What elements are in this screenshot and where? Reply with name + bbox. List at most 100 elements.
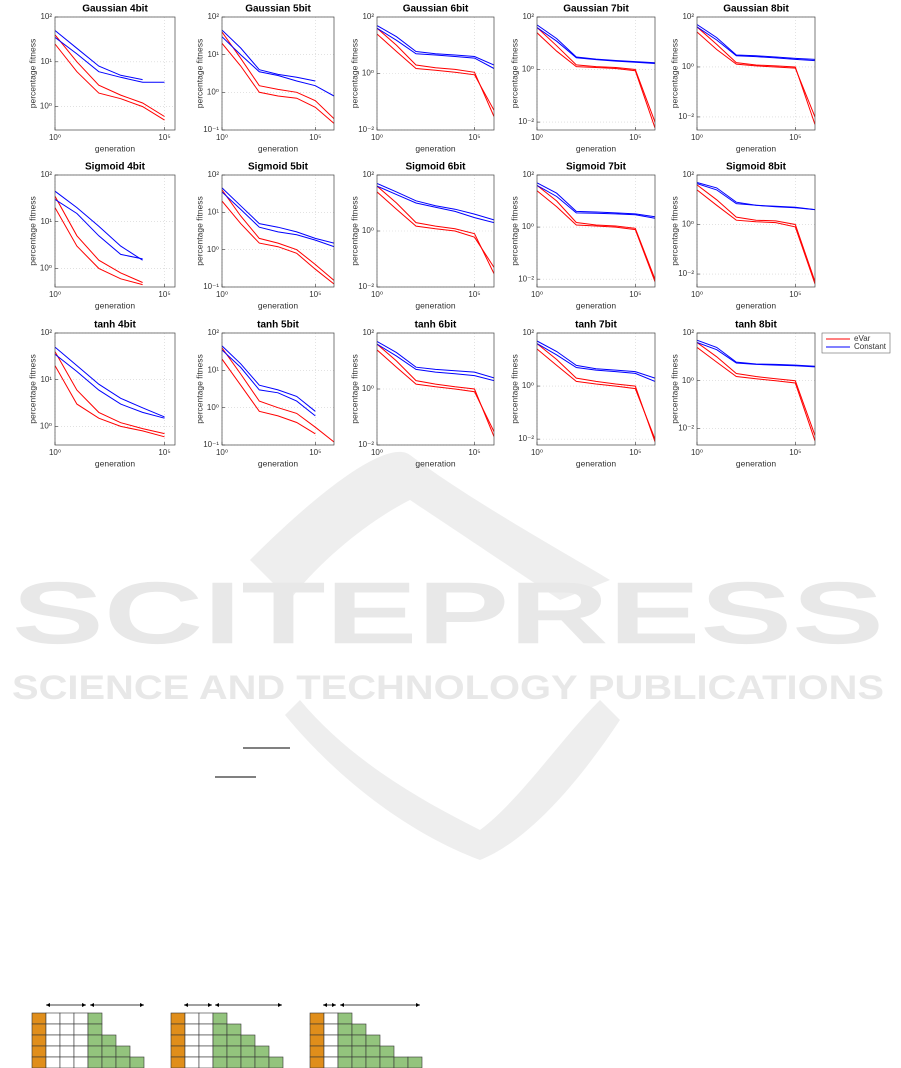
chart-title: tanh 7bit	[575, 320, 617, 331]
cell-green	[212, 1023, 228, 1036]
series-line	[377, 343, 494, 437]
cell-green	[115, 1045, 131, 1058]
x-tick-label: 10⁵	[629, 133, 641, 142]
arrow-head	[323, 1003, 336, 1007]
series-line	[697, 26, 815, 125]
x-tick-label: 10⁵	[789, 133, 801, 142]
series-line	[377, 185, 494, 224]
series-line	[537, 343, 655, 442]
plot-frame	[536, 16, 656, 131]
y-tick-label: 10²	[522, 328, 534, 337]
cell-green	[101, 1034, 117, 1047]
cell-green	[87, 1056, 103, 1068]
y-tick-label: 10⁰	[522, 222, 534, 231]
cell-green	[393, 1056, 409, 1068]
legend-box	[821, 332, 891, 354]
cell-white	[45, 1023, 61, 1036]
series-line	[537, 340, 655, 379]
cell-orange	[309, 1034, 325, 1047]
cell-green	[379, 1045, 395, 1058]
y-tick-label: 10⁰	[522, 381, 534, 390]
series-line	[222, 358, 316, 435]
cell-white	[198, 1034, 214, 1047]
chart-title: Sigmoid 5bit	[248, 162, 309, 173]
cell-white	[323, 1045, 339, 1058]
series-line	[377, 33, 494, 111]
cell-green	[337, 1056, 353, 1068]
y-axis-label: percentage fitness	[349, 39, 359, 108]
x-tick-label: 10⁵	[158, 133, 170, 142]
series-line	[377, 343, 494, 382]
x-axis-label: generation	[736, 300, 776, 310]
plot-frame	[221, 174, 335, 288]
y-tick-label: 10¹	[207, 365, 219, 374]
cell-orange	[31, 1034, 47, 1047]
plot-frame	[696, 332, 816, 446]
cell-white	[184, 1012, 200, 1025]
matrix-diagram	[31, 1003, 145, 1068]
cell-green	[87, 1023, 103, 1036]
x-axis-label: generation	[576, 143, 616, 153]
chart-title: Gaussian 7bit	[563, 4, 629, 15]
cell-orange	[170, 1045, 186, 1058]
series-line	[222, 29, 316, 82]
y-tick-label: 10⁰	[207, 403, 219, 412]
x-tick-label: 10⁰	[216, 133, 228, 142]
cell-white	[73, 1034, 89, 1047]
cell-orange	[170, 1012, 186, 1025]
y-tick-label: 10²	[362, 328, 374, 337]
cell-green	[87, 1045, 103, 1058]
y-tick-label: 10⁻²	[678, 112, 694, 121]
cell-orange	[31, 1045, 47, 1058]
y-axis-label: percentage fitness	[194, 39, 204, 108]
x-tick-label: 10⁰	[49, 133, 61, 142]
series-line	[697, 24, 815, 60]
cell-white	[184, 1023, 200, 1036]
y-tick-label: 10⁻²	[678, 423, 694, 432]
series-line	[377, 349, 494, 432]
series-line	[697, 26, 815, 62]
cell-white	[45, 1034, 61, 1047]
cell-white	[198, 1012, 214, 1025]
chart: 10⁻² 10⁰ 10² 10⁰ 10⁵ tanh 8bit generation perce…	[669, 320, 816, 468]
cell-green	[240, 1056, 256, 1068]
chart-title: Gaussian 5bit	[245, 4, 311, 15]
plot-frame	[54, 174, 176, 288]
y-tick-label: 10²	[362, 12, 374, 21]
chart: 10⁻² 10⁰ 10² 10⁰ 10⁵ tanh 7bit generation perce…	[509, 320, 656, 468]
cell-green	[101, 1056, 117, 1068]
cell-white	[184, 1034, 200, 1047]
series-line	[537, 184, 655, 219]
series-line	[55, 207, 143, 286]
x-tick-label: 10⁰	[691, 290, 703, 299]
series-line	[377, 25, 494, 66]
x-axis-label: generation	[95, 458, 135, 468]
y-tick-label: 10⁰	[40, 102, 52, 111]
watermark-subtitle: SCIENCE AND TECHNOLOGY PUBLICATIONS	[12, 669, 884, 707]
cell-green	[212, 1034, 228, 1047]
legend-label: eVar	[854, 334, 871, 343]
y-tick-label: 10⁻¹	[203, 125, 219, 134]
y-axis-label: percentage fitness	[27, 196, 37, 265]
cell-green	[351, 1045, 367, 1058]
cell-green	[379, 1056, 395, 1068]
chart-title: tanh 6bit	[415, 320, 457, 331]
cell-green	[87, 1034, 103, 1047]
x-axis-label: generation	[95, 300, 135, 310]
matrix-diagram	[170, 1003, 284, 1068]
y-tick-label: 10²	[682, 12, 694, 21]
cell-orange	[309, 1012, 325, 1025]
y-tick-label: 10²	[207, 12, 219, 21]
cell-white	[45, 1056, 61, 1068]
series-line	[55, 30, 143, 81]
cell-green	[407, 1056, 423, 1068]
y-tick-label: 10⁰	[40, 264, 52, 273]
watermark: SCITEPRESS SCIENCE AND TECHNOLOGY PUBLIC…	[12, 451, 884, 860]
cell-green	[337, 1023, 353, 1036]
cell-green	[254, 1045, 270, 1058]
cell-green	[115, 1056, 131, 1068]
